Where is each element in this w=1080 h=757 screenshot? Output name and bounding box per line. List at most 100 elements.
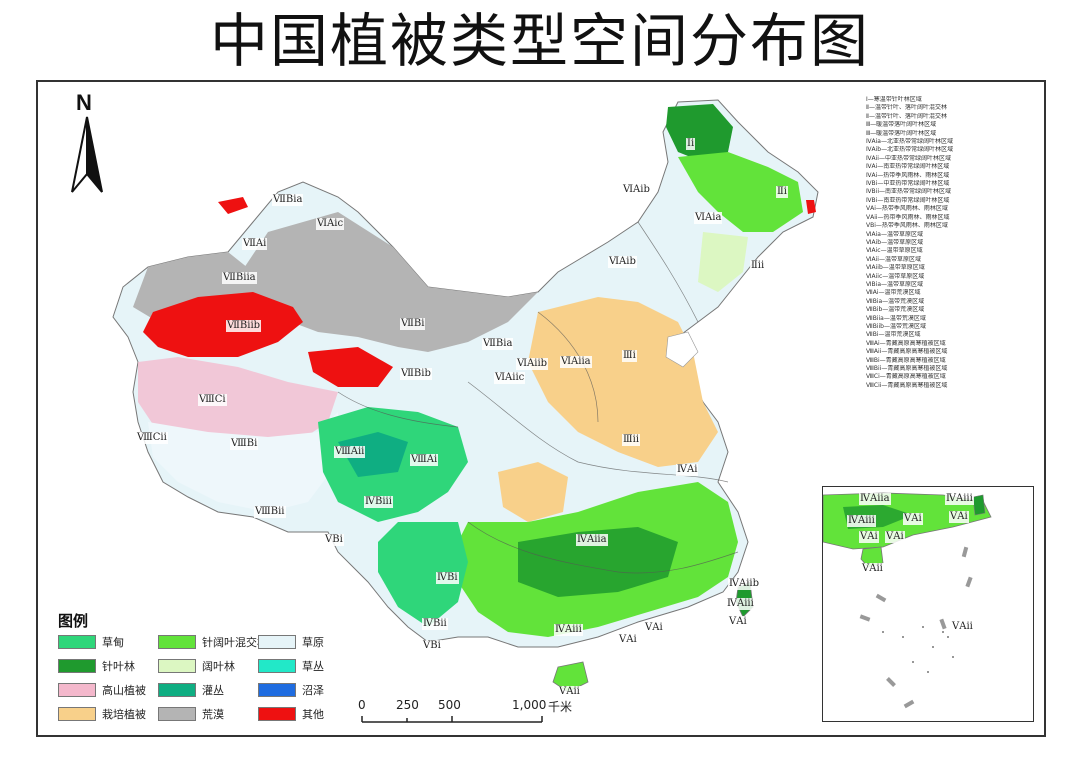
zone-list-item: ⅣAii—中亚热带常绿阔叶林区域 bbox=[866, 154, 951, 162]
vegetation-map bbox=[112, 99, 819, 693]
inset-region-label: ⅤAii bbox=[951, 621, 974, 633]
legend-item: 草原 bbox=[258, 632, 358, 652]
inset-region-label: ⅣAiii bbox=[847, 515, 876, 527]
region-label: Ⅱi bbox=[776, 186, 788, 198]
zone-list-item: ⅣAi—南亚热带常绿阔叶林区域 bbox=[866, 163, 950, 171]
cultivated-sichuan bbox=[498, 462, 568, 522]
legend-swatch bbox=[158, 659, 196, 673]
region-label: ⅦBi bbox=[400, 318, 426, 330]
south-conifer bbox=[518, 527, 678, 597]
zone-list-item: ⅣBi—南亚热带常绿阔叶林区域 bbox=[866, 196, 950, 204]
desert-zone bbox=[238, 212, 538, 352]
legend-title: 图例 bbox=[58, 612, 89, 630]
zone-list-item: ⅧAi—青藏高原高寒植被区域 bbox=[866, 339, 946, 347]
inset-region-label: ⅤAi bbox=[885, 531, 905, 543]
zone-list-item: ⅤAii—热带季风雨林、雨林区域 bbox=[866, 213, 950, 221]
region-label: ⅣAi bbox=[676, 464, 699, 476]
legend-label: 阔叶林 bbox=[202, 660, 235, 673]
region-label: ⅤBi bbox=[324, 534, 344, 546]
map-frame: N Ⅰi ⅥAib Ⅱi ⅥAia Ⅱii ⅥAib ⅦBia ⅥAic ⅦAi… bbox=[36, 80, 1046, 737]
mixed-forest-northeast bbox=[678, 152, 803, 232]
zone-list-item: ⅥAic—温带草原区域 bbox=[866, 247, 923, 255]
other-zone-taklamakan bbox=[143, 292, 303, 357]
region-label: Ⅲi bbox=[622, 350, 637, 362]
legend-item: 针阔叶混交林 bbox=[158, 632, 268, 652]
region-label: Ⅱii bbox=[750, 260, 766, 272]
region-label: ⅤAii bbox=[558, 686, 581, 698]
region-label: ⅤAi bbox=[728, 616, 748, 628]
zone-list-item: Ⅱ—温带针叶、落叶阔叶混交林 bbox=[866, 112, 947, 120]
zone-list-item: ⅦBi—温带荒漠区域 bbox=[866, 331, 921, 339]
inset-region-label: ⅤAi bbox=[949, 511, 969, 523]
zone-list-item: ⅤAi—热带季风雨林、雨林区域 bbox=[866, 205, 948, 213]
legend-label: 草原 bbox=[302, 636, 324, 649]
inset-region-label: ⅤAi bbox=[903, 513, 923, 525]
legend-item: 草甸 bbox=[58, 632, 158, 652]
zone-list-item: ⅤBi—热带季风雨林、雨林区域 bbox=[866, 222, 948, 230]
alpine-zone bbox=[138, 357, 338, 452]
legend-item: 草丛 bbox=[258, 656, 358, 676]
region-label: ⅧBii bbox=[254, 506, 286, 518]
region-label: ⅤAi bbox=[618, 634, 638, 646]
scale-unit: 千米 bbox=[548, 700, 573, 714]
inset-region-label: ⅤAi bbox=[859, 531, 879, 543]
zone-list-item: ⅦAi—温带荒漠区域 bbox=[866, 289, 921, 297]
region-label: ⅧCii bbox=[136, 432, 168, 444]
region-label: ⅣAiii bbox=[554, 624, 583, 636]
region-label: ⅣBii bbox=[422, 618, 448, 630]
map-title: 中国植被类型空间分布图 bbox=[209, 7, 870, 75]
region-label: ⅣAiii bbox=[726, 598, 755, 610]
legend-item: 针叶林 bbox=[58, 656, 158, 676]
zone-list-item: Ⅲ—暖温带落叶阔叶林区域 bbox=[866, 129, 937, 137]
region-label: Ⅰi bbox=[686, 138, 696, 150]
legend: 图例 草甸 针叶林 高山植被 栽培植被 针阔叶混交林 阔叶林 灌丛 荒漠 草原 草丛 沼泽 其他 bbox=[52, 610, 372, 730]
legend-item: 高山植被 bbox=[58, 680, 158, 700]
zone-list: Ⅰ—寒温带针叶林区域 Ⅱ—温带针叶、落叶阔叶混交林 Ⅱ—温带针叶、落叶阔叶混交林 Ⅲ—… bbox=[866, 96, 1042, 390]
legend-label: 针叶林 bbox=[102, 660, 135, 673]
region-label: ⅧAi bbox=[410, 454, 439, 466]
region-label: ⅦBiia bbox=[222, 272, 257, 284]
plateau-grassland bbox=[148, 412, 338, 512]
scale-tick-label: 500 bbox=[438, 698, 461, 712]
legend-label: 高山植被 bbox=[102, 684, 146, 697]
north-arrow-label: N bbox=[76, 90, 92, 115]
legend-label: 针阔叶混交林 bbox=[202, 636, 268, 649]
inset-region-label: ⅣAiia bbox=[859, 493, 891, 505]
zone-list-item: ⅣBi—中亚热带常绿阔叶林区域 bbox=[866, 180, 950, 188]
zone-list-item: ⅥAib—温带草原区域 bbox=[866, 238, 924, 246]
region-label: ⅦBiib bbox=[226, 320, 262, 332]
legend-swatch bbox=[58, 659, 96, 673]
zone-list-item: ⅧAii—青藏高原高寒植被区域 bbox=[866, 348, 948, 356]
legend-swatch bbox=[158, 683, 196, 697]
region-label: ⅥAic bbox=[316, 218, 345, 230]
zone-list-item: ⅥAiic—温带草原区域 bbox=[866, 272, 925, 280]
zone-list-item: ⅦBiib—温带荒漠区域 bbox=[866, 322, 926, 330]
legend-label: 栽培植被 bbox=[102, 708, 146, 721]
legend-item: 荒漠 bbox=[158, 704, 258, 724]
south-china-sea-inset: ⅣAiia ⅣAiii ⅣAiii ⅤAi ⅤAi ⅤAi ⅤAi ⅤAii Ⅴ… bbox=[822, 486, 1034, 722]
legend-swatch bbox=[158, 707, 196, 721]
legend-item: 其他 bbox=[258, 704, 358, 724]
region-label: ⅥAiic bbox=[494, 372, 526, 384]
zone-list-item: Ⅰ—寒温带针叶林区域 bbox=[866, 96, 922, 103]
zone-list-item: ⅥAia—温带草原区域 bbox=[866, 230, 923, 238]
legend-label: 草丛 bbox=[302, 660, 324, 673]
zone-list-item: ⅧCii—青藏高原高寒植被区域 bbox=[866, 381, 948, 389]
region-label: ⅥAib bbox=[608, 256, 637, 268]
region-label: ⅧCi bbox=[198, 394, 227, 406]
region-label: ⅦBia bbox=[482, 338, 514, 350]
bohai-sea bbox=[665, 331, 699, 368]
zone-list-item: ⅥAiib—温带草原区域 bbox=[866, 264, 925, 272]
scale-bar: 0 250 500 1,000 千米 bbox=[356, 698, 596, 730]
region-label: ⅥAiia bbox=[560, 356, 592, 368]
scale-tick-label: 1,000 bbox=[512, 698, 547, 712]
region-label: ⅧBi bbox=[230, 438, 259, 450]
scale-tick-label: 0 bbox=[358, 698, 366, 712]
legend-label: 沼泽 bbox=[302, 684, 324, 697]
region-label: ⅧAii bbox=[334, 446, 366, 458]
region-label: ⅤBi bbox=[422, 640, 442, 652]
legend-swatch bbox=[258, 707, 296, 721]
zone-list-item: Ⅱ—温带针叶、落叶阔叶混交林 bbox=[866, 104, 947, 112]
zone-list-item: ⅦBia—温带荒漠区域 bbox=[866, 297, 925, 305]
zone-list-item: ⅣAib—北亚热带常绿阔叶林区域 bbox=[866, 146, 954, 154]
